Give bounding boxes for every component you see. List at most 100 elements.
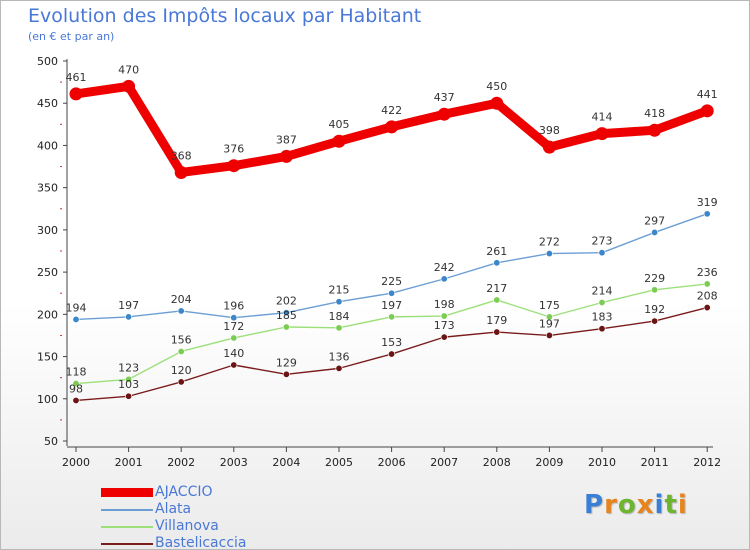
data-point <box>177 307 185 315</box>
data-label: 120 <box>171 364 192 377</box>
y-tick-label: 450 <box>37 97 58 110</box>
data-point <box>335 298 343 306</box>
data-point <box>440 312 448 320</box>
data-point <box>72 315 80 323</box>
data-label: 461 <box>66 71 87 84</box>
x-tick-label: 2007 <box>430 456 458 469</box>
data-point <box>227 159 241 173</box>
x-tick-label: 2002 <box>167 456 195 469</box>
data-label: 118 <box>66 366 87 379</box>
data-label: 153 <box>381 336 402 349</box>
data-label: 387 <box>276 133 297 146</box>
data-point <box>598 325 606 333</box>
data-label: 273 <box>592 235 613 248</box>
logo-letter: P <box>584 490 605 520</box>
x-tick-label: 2010 <box>588 456 616 469</box>
data-point <box>388 289 396 297</box>
y-tick-label: 400 <box>37 139 58 152</box>
x-tick-label: 2006 <box>378 456 406 469</box>
data-label: 192 <box>644 303 665 316</box>
data-point <box>651 317 659 325</box>
data-point <box>125 392 133 400</box>
data-label: 376 <box>223 143 244 156</box>
x-tick-label: 2005 <box>325 456 353 469</box>
data-label: 236 <box>697 266 718 279</box>
data-point <box>545 331 553 339</box>
data-point <box>282 323 290 331</box>
data-point <box>440 333 448 341</box>
logo-letter: r <box>604 490 618 520</box>
data-point <box>174 165 188 179</box>
data-label: 172 <box>223 320 244 333</box>
logo-letter: t <box>664 490 678 520</box>
legend-label: Alata <box>155 501 192 517</box>
data-point <box>282 309 290 317</box>
data-label: 197 <box>539 317 560 330</box>
x-tick-label: 2004 <box>272 456 300 469</box>
data-point <box>69 87 83 101</box>
legend-label: AJACCIO <box>155 484 213 500</box>
legend-swatch <box>101 526 153 528</box>
legend-swatch <box>101 488 153 497</box>
data-label: 184 <box>329 310 350 323</box>
data-label: 98 <box>69 382 83 395</box>
data-label: 179 <box>486 314 507 327</box>
data-label: 202 <box>276 295 297 308</box>
data-point <box>335 364 343 372</box>
x-tick-label: 2008 <box>483 456 511 469</box>
data-point <box>490 96 504 110</box>
data-point <box>545 313 553 321</box>
data-point <box>493 328 501 336</box>
logo-letter: i <box>654 490 665 520</box>
logo-letter: o <box>617 490 637 520</box>
data-point <box>437 107 451 121</box>
data-point <box>700 104 714 118</box>
legend-label: Bastelicaccia <box>155 535 247 550</box>
data-label: 450 <box>486 80 507 93</box>
data-label: 225 <box>381 275 402 288</box>
data-label: 261 <box>486 245 507 258</box>
data-label: 129 <box>276 356 297 369</box>
logo-letter: x <box>636 490 655 520</box>
axes: 50 100 150 200 250 300 350 400 450 500 2000 2001 200… <box>37 55 721 469</box>
data-label: 319 <box>697 196 718 209</box>
data-point <box>703 210 711 218</box>
x-tick-label: 2012 <box>693 456 721 469</box>
data-label: 194 <box>66 301 87 314</box>
data-label: 185 <box>276 309 297 322</box>
data-point <box>177 378 185 386</box>
data-label: 215 <box>329 284 350 297</box>
data-label: 136 <box>329 350 350 363</box>
data-label: 173 <box>434 319 455 332</box>
x-tick-label: 2000 <box>62 456 90 469</box>
data-label: 470 <box>118 63 139 76</box>
y-tick-label: 200 <box>37 308 58 321</box>
data-label: 272 <box>539 236 560 249</box>
data-point <box>542 140 556 154</box>
data-point <box>440 275 448 283</box>
x-tick-label: 2001 <box>115 456 143 469</box>
legend-swatch <box>101 543 153 545</box>
series-lines <box>69 79 714 404</box>
y-tick-label: 150 <box>37 351 58 364</box>
data-label: 197 <box>118 299 139 312</box>
data-label: 123 <box>118 361 139 374</box>
y-tick-label: 250 <box>37 266 58 279</box>
data-label: 418 <box>644 107 665 120</box>
data-point <box>598 299 606 307</box>
proxiti-logo: Proxiti <box>584 490 688 520</box>
data-label: 208 <box>697 290 718 303</box>
data-label: 103 <box>118 378 139 391</box>
data-label: 140 <box>223 347 244 360</box>
data-label: 204 <box>171 293 192 306</box>
data-label: 229 <box>644 272 665 285</box>
data-point <box>230 334 238 342</box>
chart-subtitle: (en € et par an) <box>28 30 115 43</box>
data-label: 175 <box>539 299 560 312</box>
data-point <box>282 370 290 378</box>
y-tick-label: 100 <box>37 393 58 406</box>
data-labels: 461 470 368 376 387 405 422 437 450 398 414 418 441 1… <box>66 63 718 395</box>
data-label: 196 <box>223 300 244 313</box>
